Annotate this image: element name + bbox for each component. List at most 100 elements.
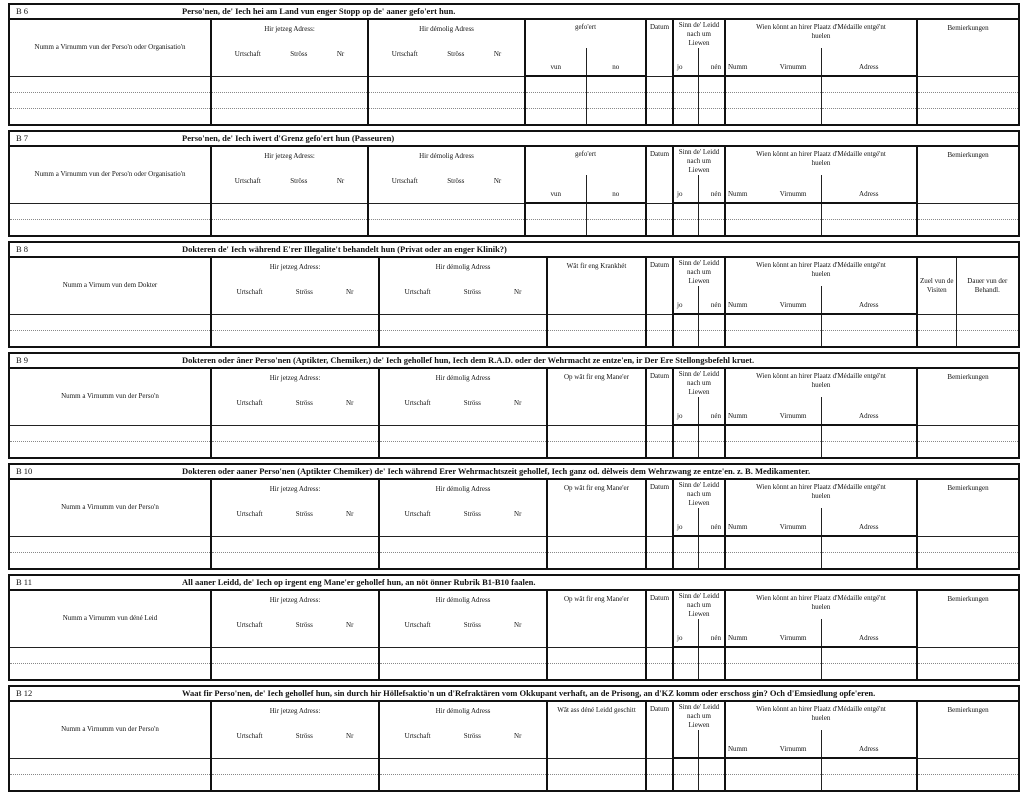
entry-cell[interactable] [210, 552, 380, 570]
entry-cell[interactable] [724, 75, 822, 93]
entry-cell[interactable] [820, 552, 918, 570]
entry-cell[interactable] [210, 92, 369, 109]
entry-cell[interactable] [820, 663, 918, 681]
entry-cell[interactable] [724, 663, 822, 681]
entry-cell[interactable] [955, 313, 1020, 331]
entry-cell[interactable] [820, 330, 918, 348]
entry-cell[interactable] [697, 757, 726, 775]
entry-cell[interactable] [697, 535, 726, 553]
entry-cell[interactable] [820, 535, 918, 553]
entry-cell[interactable] [645, 552, 674, 570]
entry-cell[interactable] [697, 313, 726, 331]
entry-cell[interactable] [820, 202, 918, 220]
entry-cell[interactable] [367, 202, 526, 220]
entry-cell[interactable] [378, 441, 548, 459]
entry-cell[interactable] [672, 757, 699, 775]
entry-cell[interactable] [378, 757, 548, 775]
entry-cell[interactable] [916, 219, 1020, 237]
entry-cell[interactable] [645, 330, 674, 348]
entry-cell[interactable] [367, 108, 526, 126]
entry-cell[interactable] [697, 646, 726, 664]
entry-cell[interactable] [546, 535, 647, 553]
entry-cell[interactable] [820, 92, 918, 109]
entry-cell[interactable] [8, 757, 212, 775]
entry-cell[interactable] [724, 330, 822, 348]
entry-cell[interactable] [724, 219, 822, 237]
entry-cell[interactable] [672, 663, 699, 681]
entry-cell[interactable] [724, 535, 822, 553]
entry-cell[interactable] [546, 663, 647, 681]
entry-cell[interactable] [378, 774, 548, 792]
entry-cell[interactable] [672, 441, 699, 459]
entry-cell[interactable] [546, 313, 647, 331]
entry-cell[interactable] [8, 202, 212, 220]
entry-cell[interactable] [916, 75, 1020, 93]
entry-cell[interactable] [378, 313, 548, 331]
entry-cell[interactable] [724, 757, 822, 775]
entry-cell[interactable] [378, 552, 548, 570]
entry-cell[interactable] [672, 92, 699, 109]
entry-cell[interactable] [210, 330, 380, 348]
entry-cell[interactable] [916, 646, 1020, 664]
entry-cell[interactable] [724, 92, 822, 109]
entry-cell[interactable] [585, 92, 647, 109]
entry-cell[interactable] [645, 663, 674, 681]
entry-cell[interactable] [724, 441, 822, 459]
entry-cell[interactable] [645, 774, 674, 792]
entry-cell[interactable] [697, 75, 726, 93]
entry-cell[interactable] [8, 552, 212, 570]
entry-cell[interactable] [210, 646, 380, 664]
entry-cell[interactable] [697, 92, 726, 109]
entry-cell[interactable] [8, 424, 212, 442]
entry-cell[interactable] [8, 441, 212, 459]
entry-cell[interactable] [916, 313, 957, 331]
entry-cell[interactable] [645, 646, 674, 664]
entry-cell[interactable] [697, 219, 726, 237]
entry-cell[interactable] [8, 646, 212, 664]
entry-cell[interactable] [724, 108, 822, 126]
entry-cell[interactable] [524, 219, 587, 237]
entry-cell[interactable] [672, 330, 699, 348]
entry-cell[interactable] [210, 75, 369, 93]
entry-cell[interactable] [916, 424, 1020, 442]
entry-cell[interactable] [378, 330, 548, 348]
entry-cell[interactable] [916, 535, 1020, 553]
entry-cell[interactable] [645, 219, 674, 237]
entry-cell[interactable] [697, 108, 726, 126]
entry-cell[interactable] [585, 202, 647, 220]
entry-cell[interactable] [524, 108, 587, 126]
entry-cell[interactable] [546, 330, 647, 348]
entry-cell[interactable] [697, 663, 726, 681]
entry-cell[interactable] [210, 108, 369, 126]
entry-cell[interactable] [916, 774, 1020, 792]
entry-cell[interactable] [820, 108, 918, 126]
entry-cell[interactable] [697, 774, 726, 792]
entry-cell[interactable] [524, 75, 587, 93]
entry-cell[interactable] [955, 330, 1020, 348]
entry-cell[interactable] [820, 774, 918, 792]
entry-cell[interactable] [210, 774, 380, 792]
entry-cell[interactable] [645, 92, 674, 109]
entry-cell[interactable] [820, 313, 918, 331]
entry-cell[interactable] [8, 774, 212, 792]
entry-cell[interactable] [820, 75, 918, 93]
entry-cell[interactable] [546, 441, 647, 459]
entry-cell[interactable] [724, 774, 822, 792]
entry-cell[interactable] [8, 663, 212, 681]
entry-cell[interactable] [916, 330, 957, 348]
entry-cell[interactable] [916, 663, 1020, 681]
entry-cell[interactable] [645, 202, 674, 220]
entry-cell[interactable] [210, 441, 380, 459]
entry-cell[interactable] [367, 92, 526, 109]
entry-cell[interactable] [672, 202, 699, 220]
entry-cell[interactable] [724, 424, 822, 442]
entry-cell[interactable] [8, 75, 212, 93]
entry-cell[interactable] [585, 108, 647, 126]
entry-cell[interactable] [546, 424, 647, 442]
entry-cell[interactable] [210, 313, 380, 331]
entry-cell[interactable] [724, 646, 822, 664]
entry-cell[interactable] [585, 219, 647, 237]
entry-cell[interactable] [8, 330, 212, 348]
entry-cell[interactable] [210, 757, 380, 775]
entry-cell[interactable] [672, 774, 699, 792]
